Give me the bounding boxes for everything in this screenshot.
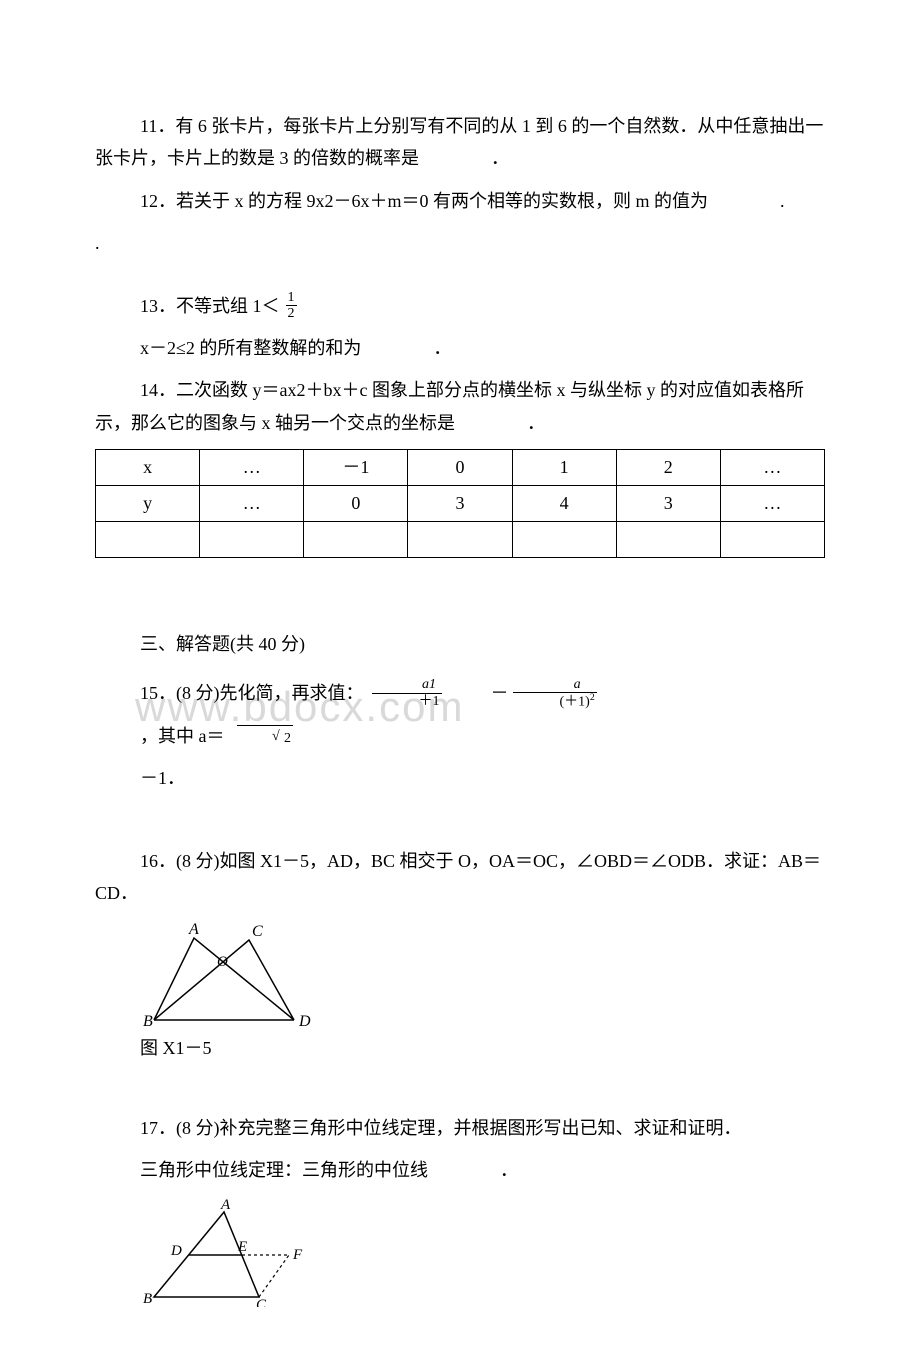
question-14: 14．二次函数 y＝ax2＋bx＋c 图象上部分点的横坐标 x 与纵坐标 y 的… (95, 374, 825, 439)
svg-text:O: O (217, 954, 228, 970)
table-row: y … 0 3 4 3 … (96, 486, 825, 522)
svg-text:F: F (292, 1247, 303, 1263)
q15-fraction-1: a1 ＋1 (372, 677, 442, 709)
q13-fraction: 1 2 (286, 290, 297, 322)
q15-minus: － (442, 677, 513, 709)
question-13-line2: x－2≤2 的所有整数解的和为 ． (95, 332, 825, 364)
question-13-line1: 13．不等式组 1＜ 1 2 (95, 290, 825, 322)
question-15-line1: 15．(8 分)先化简，再求值： a1 ＋1 － a (＋1)2 (95, 677, 825, 710)
section-3-title: 三、解答题(共 40 分) (95, 628, 825, 660)
question-16: 16．(8 分)如图 X1－5，AD，BC 相交于 O，OA＝OC，∠OBD＝∠… (95, 845, 825, 910)
question-17-line1: 17．(8 分)补充完整三角形中位线定理，并根据图形写出已知、求证和证明． (95, 1112, 825, 1144)
figure-triangle-midline: A D E F B C (139, 1197, 339, 1307)
q13-text-a: 13．不等式组 1＜ (95, 290, 286, 322)
svg-text:A: A (188, 921, 199, 938)
question-12-dot: . (95, 227, 825, 259)
figure-x1-5: A C O B D (139, 920, 329, 1030)
svg-text:E: E (237, 1239, 247, 1255)
svg-text:D: D (298, 1013, 311, 1030)
q15-fraction-2: a (＋1)2 (513, 677, 597, 710)
data-table: x … －1 0 1 2 … y … 0 3 4 3 … (95, 449, 825, 558)
question-15-line3: －1． (95, 762, 825, 794)
figure-1-caption: 图 X1－5 (95, 1032, 825, 1064)
svg-text:C: C (252, 923, 263, 940)
question-17-line2: 三角形中位线定理：三角形的中位线 ． (95, 1154, 825, 1186)
svg-text:D: D (170, 1243, 182, 1259)
q15-text-a: 15．(8 分)先化简，再求值： (95, 677, 364, 709)
question-11: 11．有 6 张卡片，每张卡片上分别写有不同的从 1 到 6 的一个自然数．从中… (95, 110, 825, 175)
svg-text:B: B (143, 1013, 153, 1030)
svg-text:B: B (143, 1291, 152, 1307)
svg-text:A: A (220, 1197, 231, 1213)
sqrt-2: 2 (237, 725, 293, 751)
question-12: 12．若关于 x 的方程 9x2－6x＋m＝0 有两个相等的实数根，则 m 的值… (95, 185, 825, 217)
table-row: x … －1 0 1 2 … (96, 450, 825, 486)
table-row (96, 522, 825, 558)
question-15-line2: ，其中 a＝ 2 (95, 720, 825, 752)
